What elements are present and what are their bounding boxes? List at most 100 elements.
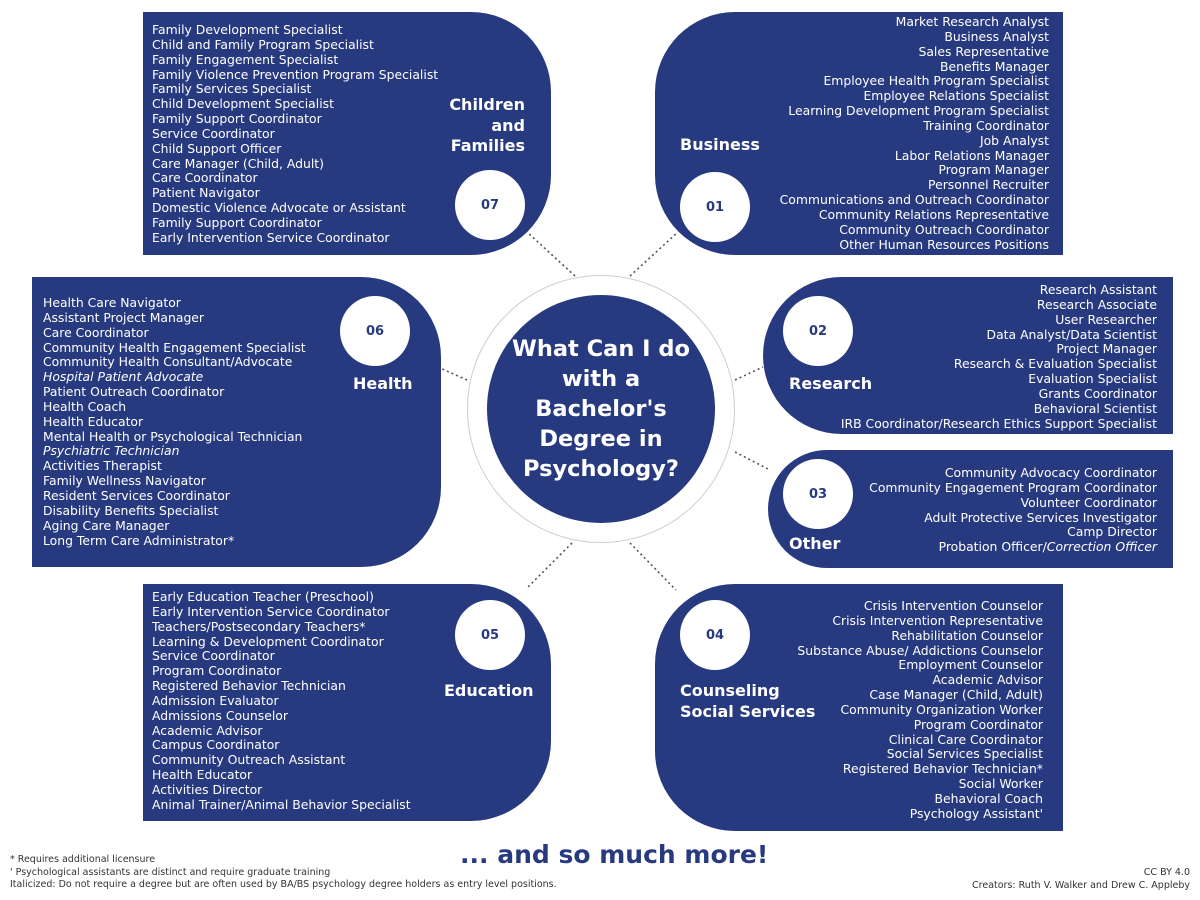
job-item: Psychology Assistant' bbox=[909, 805, 1043, 821]
job-item: Research Associate bbox=[1036, 296, 1157, 312]
job-item: Family Development Specialist bbox=[152, 22, 343, 37]
job-item: Benefits Manager bbox=[940, 58, 1049, 74]
job-item: Community Health Engagement Specialist bbox=[43, 339, 306, 355]
education-number-badge: 05 bbox=[455, 600, 525, 670]
job-item: Crisis Intervention Representative bbox=[832, 612, 1043, 628]
job-item: Early Education Teacher (Preschool) bbox=[152, 589, 374, 604]
job-item: Camp Director bbox=[1067, 524, 1157, 540]
job-item: Health Educator bbox=[152, 767, 253, 783]
job-item: Research Assistant bbox=[1039, 282, 1157, 297]
job-item: Mental Health or Psychological Technicia… bbox=[43, 428, 303, 444]
education-number: 05 bbox=[480, 627, 500, 643]
job-item: Early Intervention Service Coordinator bbox=[152, 229, 390, 245]
connector-other bbox=[734, 451, 769, 470]
job-item: Admissions Counselor bbox=[152, 707, 288, 723]
job-item: Learning & Development Coordinator bbox=[152, 633, 384, 649]
job-item: Community Outreach Assistant bbox=[152, 752, 346, 768]
business-title: Business bbox=[680, 135, 760, 154]
connector-health bbox=[439, 367, 468, 381]
footnote-italics: Italicized: Do not require a degree but … bbox=[10, 879, 557, 890]
research-number: 02 bbox=[808, 323, 828, 339]
job-item: Market Research Analyst bbox=[895, 14, 1049, 29]
job-item: Care Manager (Child, Adult) bbox=[152, 155, 324, 171]
job-item: Patient Navigator bbox=[152, 185, 260, 201]
job-item: Service Coordinator bbox=[152, 648, 275, 664]
footnote-assistants: ' Psychological assistants are distinct … bbox=[10, 866, 331, 878]
other-number: 03 bbox=[808, 486, 828, 502]
job-item: Project Manager bbox=[1056, 341, 1157, 357]
job-item: Family Engagement Specialist bbox=[152, 51, 339, 67]
job-item: Child and Family Program Specialist bbox=[152, 36, 374, 52]
center-circle: What Can I do with a Bachelor's Degree i… bbox=[487, 295, 715, 523]
job-item: Volunteer Coordinator bbox=[1020, 494, 1157, 510]
job-item: Other Human Resources Positions bbox=[839, 236, 1049, 252]
research-number-badge: 02 bbox=[783, 296, 853, 366]
job-item: Assistant Project Manager bbox=[43, 309, 205, 325]
connector-research bbox=[734, 366, 764, 381]
children-job-list: Family Development Specialist Child and F… bbox=[152, 22, 439, 246]
job-item: Admission Evaluator bbox=[152, 692, 279, 708]
job-item: Aging Care Manager bbox=[43, 517, 170, 533]
research-title: Research bbox=[789, 374, 873, 393]
connector-business bbox=[629, 231, 679, 277]
job-item: Activities Director bbox=[152, 781, 263, 797]
counseling-job-list: Crisis Intervention Counselor Crisis Inte… bbox=[797, 598, 1043, 822]
job-item: Animal Trainer/Animal Behavior Specialis… bbox=[152, 796, 411, 812]
job-item: Job Analyst bbox=[979, 132, 1049, 148]
other-title: Other bbox=[789, 534, 841, 553]
category-panel-counseling: Crisis Intervention Counselor Crisis Inte… bbox=[655, 584, 1063, 831]
category-panel-children-families: Family Development Specialist Child and F… bbox=[143, 12, 551, 255]
job-item: User Researcher bbox=[1055, 311, 1157, 327]
connector-education bbox=[526, 542, 573, 589]
job-item: Crisis Intervention Counselor bbox=[863, 598, 1043, 613]
job-item: Resident Services Coordinator bbox=[43, 487, 230, 503]
job-item: Registered Behavior Technician* bbox=[842, 761, 1043, 777]
job-item: Grants Coordinator bbox=[1038, 385, 1157, 401]
connector-children bbox=[526, 231, 576, 277]
job-item: Community Organization Worker bbox=[840, 701, 1043, 717]
job-item: Community Health Consultant/Advocate bbox=[43, 354, 293, 370]
job-item: Program Coordinator bbox=[152, 663, 282, 679]
job-item: Hospital Patient Advocate bbox=[43, 369, 204, 385]
job-item: Rehabilitation Counselor bbox=[891, 627, 1043, 643]
job-item: Family Support Coordinator bbox=[152, 111, 322, 127]
footnote-licensure: * Requires additional licensure bbox=[10, 854, 156, 865]
job-item: Evaluation Specialist bbox=[1028, 371, 1157, 387]
counseling-title: Counseling Social Services bbox=[680, 681, 816, 721]
children-number-badge: 07 bbox=[455, 170, 525, 240]
children-title: Children and Families bbox=[449, 95, 525, 155]
job-item: Community Outreach Coordinator bbox=[839, 221, 1049, 237]
job-item: Probation Officer/Correction Officer bbox=[938, 539, 1157, 555]
job-item: Social Services Specialist bbox=[886, 746, 1043, 762]
job-item: Family Violence Prevention Program Speci… bbox=[152, 66, 439, 82]
job-item: Disability Benefits Specialist bbox=[43, 502, 219, 518]
job-item: Health Educator bbox=[43, 413, 144, 429]
other-job-list: Community Advocacy Coordinator Community … bbox=[869, 465, 1157, 555]
job-item: Family Services Specialist bbox=[152, 81, 312, 97]
job-item: Community Relations Representative bbox=[818, 206, 1049, 222]
job-item: Data Analyst/Data Scientist bbox=[986, 326, 1157, 342]
job-item: Domestic Violence Advocate or Assistant bbox=[152, 200, 406, 216]
education-job-list: Early Education Teacher (Preschool) Early… bbox=[152, 589, 411, 813]
job-item: Learning Development Program Specialist bbox=[788, 103, 1049, 119]
job-item: Teachers/Postsecondary Teachers* bbox=[152, 618, 366, 634]
job-item: Academic Advisor bbox=[932, 672, 1043, 688]
category-panel-education: Early Education Teacher (Preschool) Early… bbox=[143, 584, 551, 821]
job-item: Business Analyst bbox=[944, 28, 1049, 44]
job-item: Academic Advisor bbox=[152, 722, 263, 738]
job-item: Child Development Specialist bbox=[152, 96, 334, 112]
job-item: Personnel Recruiter bbox=[928, 177, 1049, 193]
job-item: Adult Protective Services Investigator bbox=[924, 509, 1157, 525]
job-item: Campus Coordinator bbox=[152, 737, 280, 753]
more-text: ... and so much more! bbox=[460, 840, 769, 869]
health-job-list: Health Care Navigator Assistant Project M… bbox=[43, 295, 306, 548]
job-item: Long Term Care Administrator* bbox=[43, 532, 235, 548]
category-panel-research: Research Assistant Research Associate User… bbox=[763, 277, 1173, 434]
health-title: Health bbox=[353, 374, 413, 393]
job-item: Care Coordinator bbox=[152, 170, 258, 186]
connector-counseling bbox=[629, 542, 677, 591]
footnotes: * Requires additional licensure ' Psycho… bbox=[10, 854, 557, 892]
business-job-list: Market Research Analyst Business Analyst S… bbox=[780, 14, 1049, 253]
job-item: Employee Health Program Specialist bbox=[823, 73, 1049, 89]
